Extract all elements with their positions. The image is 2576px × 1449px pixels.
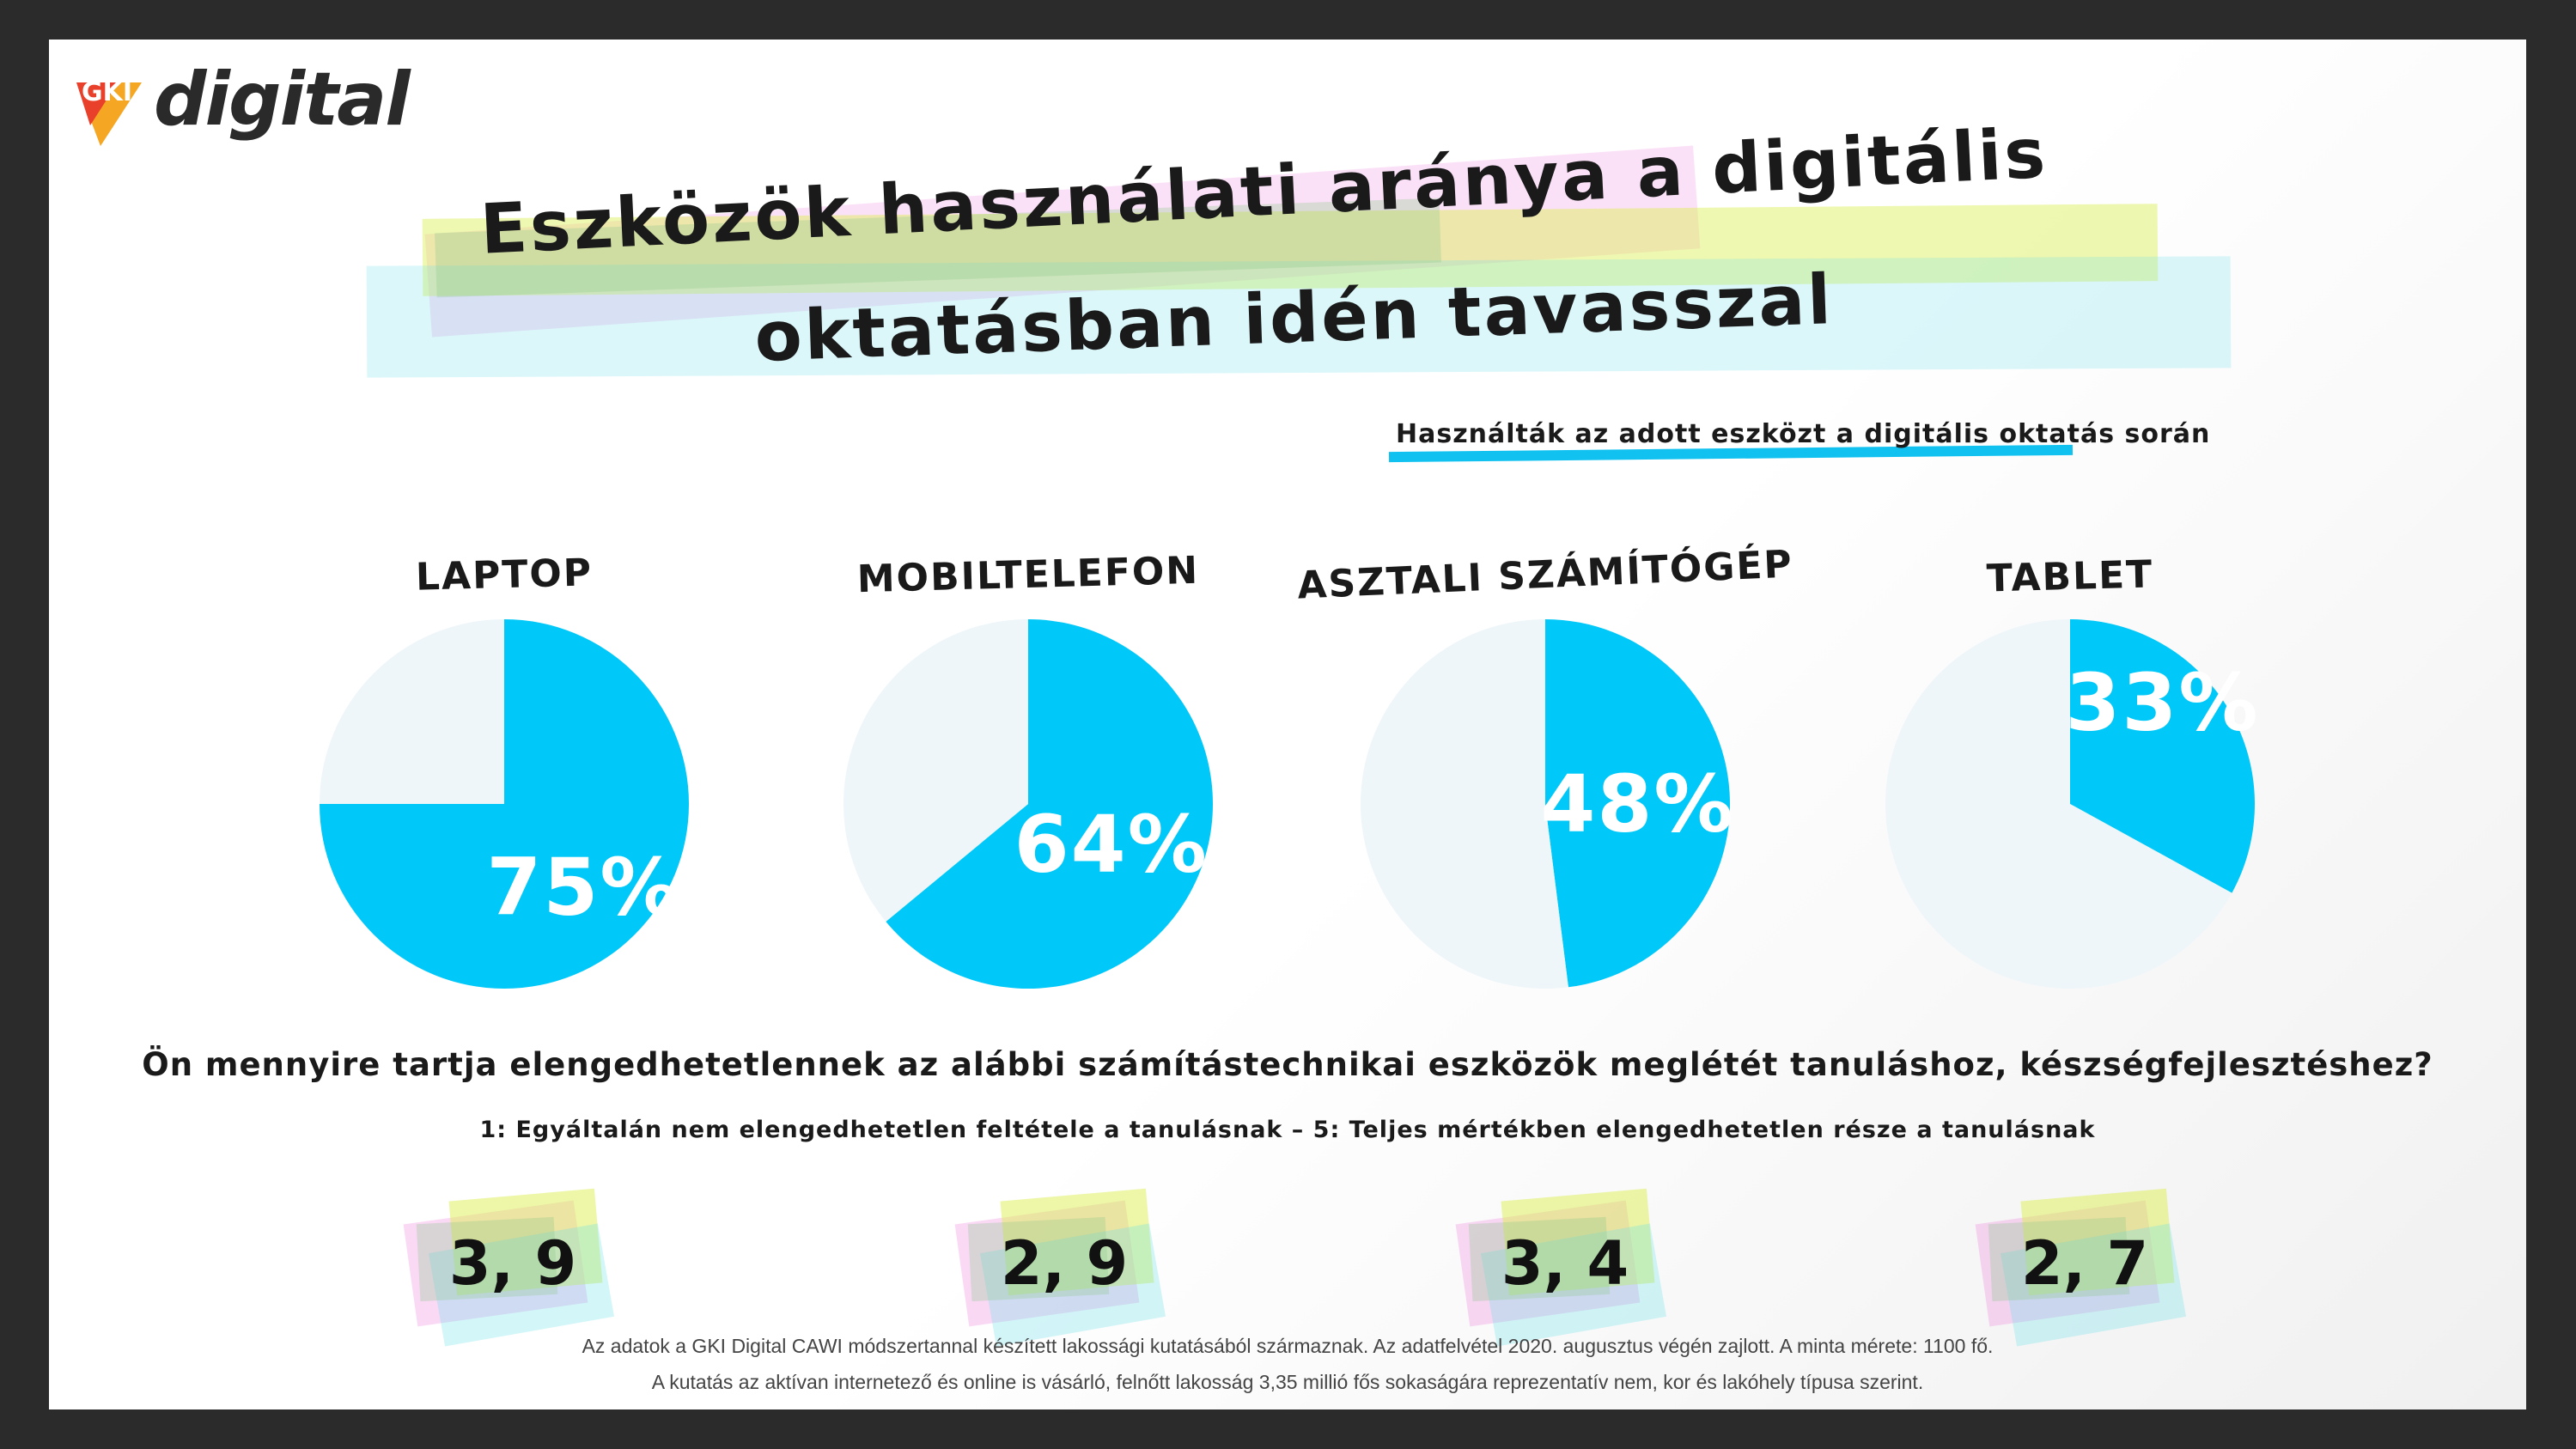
pie-asztali-szamitogep [1360, 619, 1730, 989]
footnote-1: Az adatok a GKI Digital CAWI módszertann… [582, 1335, 1994, 1357]
score-box-4: 2, 7 [1973, 1186, 2196, 1347]
logo-mark-icon [76, 82, 142, 146]
score-value-4: 2, 7 [2020, 1228, 2149, 1299]
score-box-3: 3, 4 [1453, 1186, 1677, 1347]
score-box-2: 2, 9 [953, 1186, 1176, 1347]
gki-digital-logo: GKI digital [75, 57, 411, 151]
pie-slice-mobiltelefon-rest [843, 619, 1028, 922]
pie-title-tablet: TABLET [1986, 552, 2154, 601]
pie-slice-laptop-rest [320, 619, 504, 804]
pie-value-mobiltelefon: 64% [1014, 798, 1209, 891]
pie-mobiltelefon [843, 619, 1213, 989]
score-value-2: 2, 9 [1000, 1228, 1129, 1299]
pie-slice-tablet-rest [1885, 619, 2232, 989]
subtitle: Használták az adott eszközt a digitális … [1396, 419, 2211, 449]
logo-prefix: GKI [82, 77, 133, 107]
pie-value-asztali-szamitogep: 48% [1540, 758, 1735, 850]
scale-text: 1: Egyáltalán nem elengedhetetlen feltét… [479, 1117, 2096, 1143]
pie-title-laptop: LAPTOP [415, 551, 594, 600]
score-box-1: 3, 9 [401, 1186, 624, 1347]
pie-slice-mobiltelefon-used [886, 619, 1213, 989]
score-value-1: 3, 9 [448, 1228, 577, 1299]
pie-slice-asztali-szamitogep-used [1545, 619, 1730, 988]
slide: GKI digital Eszközök használati aránya a… [49, 40, 2526, 1409]
pie-slice-tablet-used [2070, 619, 2255, 893]
pie-value-laptop: 75% [486, 841, 681, 934]
pie-laptop [320, 619, 689, 989]
footnote-2: A kutatás az aktívan internetező és onli… [651, 1371, 1924, 1393]
logo-text: digital [154, 57, 411, 143]
score-value-3: 3, 4 [1501, 1228, 1629, 1299]
pie-tablet [1885, 619, 2255, 989]
pie-value-tablet: 33% [2065, 656, 2260, 749]
pie-title-mobiltelefon: MOBILTELEFON [856, 548, 1200, 602]
pie-slice-asztali-szamitogep-rest [1360, 619, 1568, 989]
pie-title-asztali-szamitogep: ASZTALI SZÁMÍTÓGÉP [1296, 542, 1794, 608]
question-text: Ön mennyire tartja elengedhetetlennek az… [142, 1046, 2433, 1083]
